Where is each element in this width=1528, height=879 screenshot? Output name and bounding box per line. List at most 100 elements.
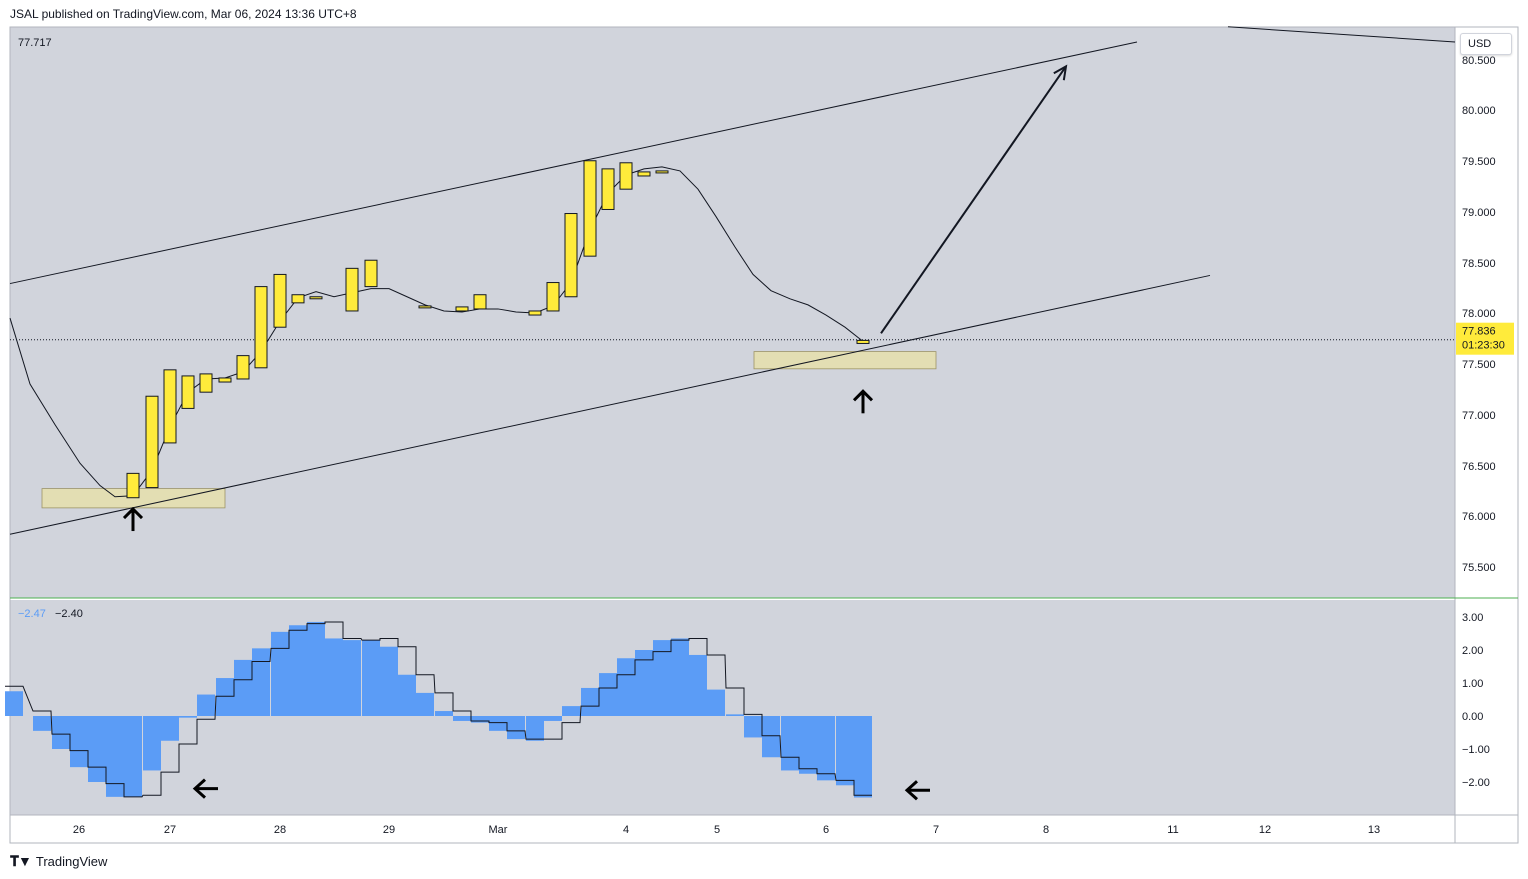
price-tick-label: 76.000 [1462, 511, 1496, 523]
candle [163, 369, 177, 444]
histogram-bar [307, 621, 325, 716]
histogram-bar [489, 716, 507, 731]
candle [418, 305, 432, 309]
histogram-bar [362, 640, 380, 716]
histogram-bar [398, 674, 416, 716]
price-tick-label: 79.000 [1462, 207, 1496, 219]
histogram-bar [271, 631, 289, 716]
candle [145, 395, 159, 489]
histogram-bar [581, 687, 599, 716]
up-arrow-icon [122, 506, 144, 532]
price-tick-label: 78.500 [1462, 258, 1496, 270]
candle [273, 273, 287, 328]
indicator-tick-label: 0.00 [1462, 711, 1483, 723]
candle [655, 170, 669, 174]
histogram-bar [124, 716, 142, 797]
time-tick-label: 6 [823, 824, 829, 836]
indicator-tick-label: −2.00 [1462, 777, 1490, 789]
histogram-bar [726, 714, 744, 716]
price-tick-label: 77.000 [1462, 410, 1496, 422]
candle [199, 373, 213, 393]
tradingview-logo-icon: 𝐓▼ [10, 853, 32, 869]
time-tick-label: 8 [1043, 824, 1049, 836]
histogram-bar [836, 716, 854, 786]
upper-trend-line [1227, 26, 1456, 43]
price-tick-label: 76.500 [1462, 461, 1496, 473]
histogram-bar [216, 678, 234, 716]
price-tick-label: 75.500 [1462, 562, 1496, 574]
histogram-bar [653, 640, 671, 716]
histogram-bar [507, 716, 525, 740]
candle [345, 267, 359, 312]
price-pane [10, 27, 1455, 598]
up-arrow-head [122, 506, 144, 520]
candle [528, 310, 542, 316]
countdown-label: 01:23:30 [1462, 340, 1505, 352]
time-tick-label: 5 [714, 824, 720, 836]
indicator-value-b: −2.40 [55, 608, 83, 620]
histogram-bar [106, 716, 124, 797]
time-tick-label: 7 [933, 824, 939, 836]
histogram-bar [762, 716, 780, 758]
candle [619, 162, 633, 190]
price-tick-label: 80.500 [1462, 55, 1496, 67]
histogram-bar [471, 716, 489, 723]
candle [637, 171, 651, 177]
histogram-bar [416, 692, 434, 716]
time-tick-label: 11 [1167, 824, 1178, 836]
histogram-bar [289, 625, 307, 716]
candle [218, 377, 232, 383]
footer-brand[interactable]: 𝐓▼ TradingView [10, 853, 107, 870]
currency-button[interactable]: USD [1460, 33, 1512, 55]
histogram-bar [343, 640, 361, 716]
time-tick-label: 29 [383, 824, 395, 836]
candle [309, 296, 323, 300]
candle [254, 286, 268, 369]
histogram-bar [562, 706, 580, 716]
candle [601, 168, 615, 210]
indicator-value-a: −2.47 [18, 608, 46, 620]
price-tick-label: 80.000 [1462, 105, 1496, 117]
histogram-bar [179, 716, 197, 718]
candle [236, 355, 250, 380]
histogram-bar [88, 716, 106, 782]
candle [546, 282, 560, 312]
candle [583, 160, 597, 257]
histogram-bar [70, 716, 88, 768]
left-arrow-head [904, 780, 919, 801]
indicator-tick-label: 2.00 [1462, 645, 1483, 657]
support-zone-2 [753, 351, 937, 370]
left-arrow-head [192, 778, 207, 799]
price-tick-label: 79.500 [1462, 156, 1496, 168]
candle [455, 306, 469, 312]
histogram-bar [5, 691, 23, 716]
up-arrow-icon [852, 389, 874, 414]
histogram-bar [744, 716, 762, 738]
histogram-bar [380, 646, 398, 716]
histogram-bar [854, 716, 872, 798]
histogram-bar [817, 716, 835, 781]
candle [856, 339, 870, 344]
price-pane-value: 77.717 [18, 37, 52, 49]
time-tick-label: 12 [1259, 824, 1271, 836]
left-arrow-icon [904, 780, 930, 801]
channel-lower-line [9, 274, 1211, 535]
publisher-caption: JSAL published on TradingView.com, Mar 0… [10, 7, 357, 21]
time-tick-label: 28 [274, 824, 286, 836]
histogram-bar [453, 716, 471, 721]
signal-step-line [5, 621, 872, 798]
up-arrow-head [852, 389, 874, 402]
histogram-bar [252, 648, 270, 716]
projection-arrow-head [1053, 64, 1068, 81]
chart-frame [9, 26, 1519, 844]
histogram-bar [781, 716, 799, 771]
time-tick-label: 4 [623, 824, 629, 836]
histogram-bar [143, 716, 161, 771]
histogram-bar [671, 638, 689, 716]
histogram-bar [197, 694, 215, 716]
candle [473, 294, 487, 310]
indicator-tick-label: 3.00 [1462, 612, 1483, 624]
histogram-bar [325, 638, 343, 716]
last-price-badge [1456, 322, 1514, 355]
